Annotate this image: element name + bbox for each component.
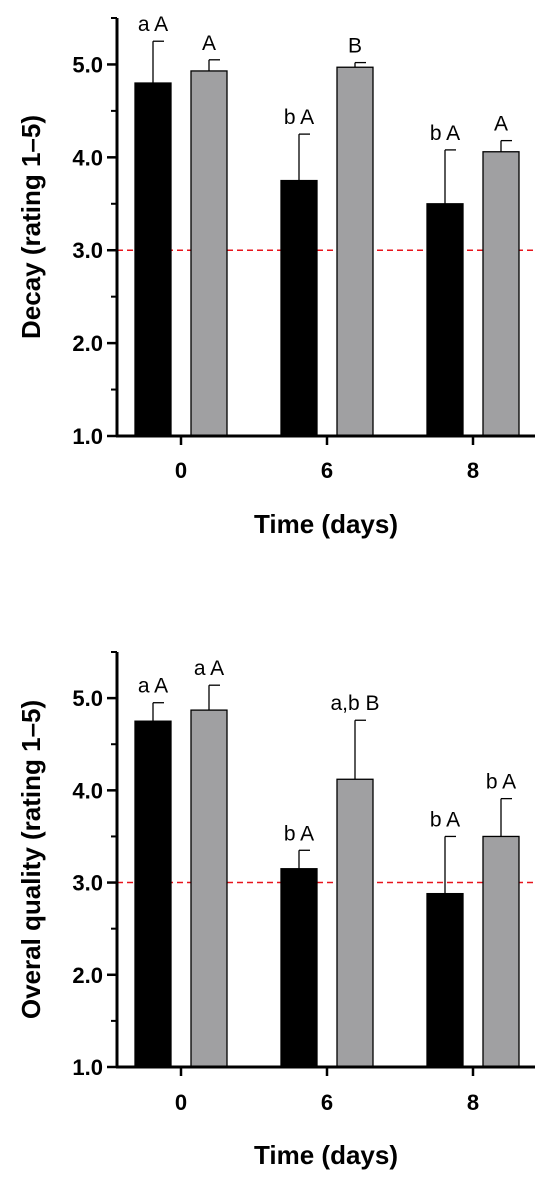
significance-label: a,b B [330,692,379,715]
y-tick-label: 4.0 [72,145,103,170]
bar-c2-g0-s0 [134,720,172,1068]
bar-c2-g2-s0 [426,892,464,1068]
significance-label: b A [430,122,460,145]
y-tick-label: 3.0 [72,238,103,263]
y-tick-label: 3.0 [72,871,103,896]
bar-c1-g0-s1 [190,70,228,437]
bar-c1-g1-s0 [280,179,318,437]
bar-c2-g0-s1 [190,709,228,1068]
x-tick-label: 8 [467,1090,479,1115]
significance-label: b A [430,808,460,831]
x-axis-title: Time (days) [254,509,398,539]
y-axis-title: Decay (rating 1–5) [16,115,46,339]
y-tick-label: 5.0 [72,52,103,77]
bar-c1-g1-s1 [336,66,374,437]
x-axis-title: Time (days) [254,1140,398,1170]
significance-label: b A [486,771,516,794]
significance-label: a A [194,657,224,680]
x-tick-label: 6 [321,1090,333,1115]
y-tick-label: 2.0 [72,331,103,356]
y-tick-label: 1.0 [72,1055,103,1080]
y-tick-label: 4.0 [72,778,103,803]
x-tick-label: 8 [467,458,479,483]
x-tick-label: 0 [175,1090,187,1115]
bar-c2-g1-s0 [280,868,318,1068]
x-tick-label: 0 [175,458,187,483]
y-tick-label: 1.0 [72,424,103,449]
significance-label: A [202,32,216,55]
y-tick-label: 2.0 [72,963,103,988]
bar-c1-g2-s1 [482,151,520,437]
bar-c1-g0-s0 [134,82,172,437]
y-axis-title: Overal quality (rating 1–5) [16,700,46,1019]
significance-label: B [348,35,362,58]
significance-label: b A [284,106,314,129]
y-tick-label: 5.0 [72,686,103,711]
significance-label: a A [138,13,168,36]
x-tick-label: 6 [321,458,333,483]
bar-c1-g2-s0 [426,203,464,437]
significance-label: b A [284,822,314,845]
bar-c2-g1-s1 [336,778,374,1068]
significance-label: A [494,113,508,136]
bar-c2-g2-s1 [482,835,520,1068]
significance-label: a A [138,675,168,698]
